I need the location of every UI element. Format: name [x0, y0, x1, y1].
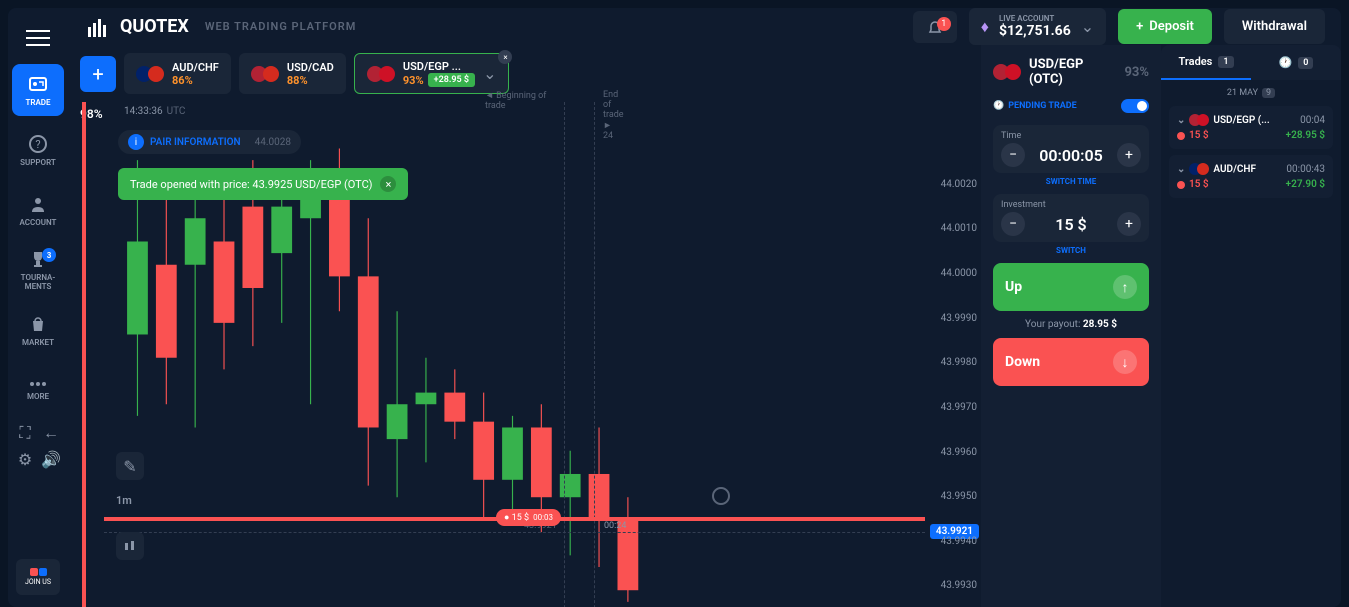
- down-label: Down: [1005, 354, 1040, 370]
- pair-info-label: PAIR INFORMATION: [150, 137, 241, 148]
- timeframe-label[interactable]: 1m: [116, 494, 132, 507]
- trade-item-0[interactable]: ⌄USD/EGP (...00:0415 $+28.95 $: [1169, 106, 1333, 149]
- nav-tournaments[interactable]: 3 TOURNA- MENTS: [12, 244, 64, 296]
- price-tick: 43.9930: [929, 580, 977, 591]
- toast-text: Trade opened with price: 43.9925 USD/EGP…: [130, 178, 372, 191]
- join-us-label: JOIN US: [25, 578, 51, 586]
- time-marker: 00:24: [604, 521, 626, 531]
- time-value[interactable]: 00:00:05: [1039, 146, 1103, 165]
- nav-account-label: ACCOUNT: [20, 218, 57, 227]
- pair-tab-2[interactable]: USD/EGP ...93%+28.95 $⌄×: [354, 53, 510, 94]
- brand-name: QUOTEX: [120, 16, 189, 37]
- tab-close[interactable]: ×: [498, 50, 512, 64]
- panel-pair-name: USD/EGP (OTC): [1029, 57, 1116, 87]
- nav-support[interactable]: ? SUPPORT: [12, 124, 64, 176]
- notif-badge: 1: [937, 17, 951, 31]
- pair-flags: [993, 64, 1021, 80]
- price-tick: 43.9940: [929, 536, 977, 547]
- trades-tab[interactable]: Trades 1: [1161, 45, 1251, 80]
- ohlc-value: 44.0028: [255, 137, 291, 148]
- pair-tab-0[interactable]: AUD/CHF86%: [124, 53, 231, 94]
- trade-item-1[interactable]: ⌄AUD/CHF00:00:4315 $+27.90 $: [1169, 155, 1333, 198]
- logo: QUOTEX: [84, 13, 189, 41]
- up-button[interactable]: Up ↑: [993, 263, 1149, 311]
- trades-tab-label: Trades: [1179, 55, 1213, 68]
- price-tick: 44.0000: [929, 268, 977, 279]
- account-balance: $12,751.66: [999, 23, 1071, 39]
- timestamp: 14:33:36 UTC: [124, 106, 185, 117]
- inv-plus[interactable]: +: [1117, 212, 1141, 236]
- switch-inv-link[interactable]: SWITCH: [993, 246, 1149, 255]
- price-tick: 43.9960: [929, 447, 977, 458]
- svg-text:?: ?: [35, 138, 40, 151]
- nav-account[interactable]: ACCOUNT: [12, 184, 64, 236]
- inv-minus[interactable]: −: [1001, 212, 1025, 236]
- up-label: Up: [1005, 279, 1022, 295]
- nav-market[interactable]: MARKET: [12, 304, 64, 356]
- pencil-tool[interactable]: ✎: [116, 452, 144, 480]
- nav-support-label: SUPPORT: [20, 158, 56, 167]
- menu-button[interactable]: [20, 20, 56, 56]
- price-tick: 43.9970: [929, 402, 977, 413]
- investment-value[interactable]: 15 $: [1055, 215, 1086, 234]
- chevron-down-icon: ⌄: [1081, 17, 1094, 36]
- up-arrow-icon: ↑: [1113, 275, 1137, 299]
- fullscreen-icon[interactable]: ⛶: [16, 424, 34, 442]
- time-minus[interactable]: −: [1001, 143, 1025, 167]
- nav-trade[interactable]: TRADE: [12, 64, 64, 116]
- price-tick: 44.0010: [929, 223, 977, 234]
- notifications-button[interactable]: 1: [913, 11, 957, 43]
- sound-icon[interactable]: 🔊: [42, 450, 60, 468]
- trade-marker: ● 15 $ 00:03: [496, 509, 561, 526]
- history-count: 0: [1298, 57, 1313, 69]
- switch-time-link[interactable]: SWITCH TIME: [993, 177, 1149, 186]
- left-indicator: [82, 102, 86, 607]
- pending-toggle[interactable]: [1121, 99, 1149, 113]
- nav-more[interactable]: MORE: [12, 364, 64, 416]
- nav-more-label: MORE: [27, 392, 49, 401]
- deposit-button[interactable]: + Deposit: [1118, 9, 1212, 44]
- time-plus[interactable]: +: [1117, 143, 1141, 167]
- down-button[interactable]: Down ↓: [993, 338, 1149, 386]
- investment-label: Investment: [1001, 200, 1141, 210]
- settings-icon[interactable]: ⚙: [16, 450, 34, 468]
- trade-toast: Trade opened with price: 43.9925 USD/EGP…: [118, 168, 408, 200]
- trades-date: 21 MAY 9: [1169, 88, 1333, 98]
- price-tick: 43.9990: [929, 313, 977, 324]
- pair-tab-1[interactable]: USD/CAD88%: [239, 53, 346, 94]
- price-tick: 43.9980: [929, 357, 977, 368]
- candle-tool[interactable]: [116, 532, 144, 560]
- plus-icon: +: [1136, 19, 1143, 34]
- withdraw-button[interactable]: Withdrawal: [1224, 9, 1325, 44]
- account-label: LIVE ACCOUNT: [999, 14, 1071, 23]
- pending-trade-label: 🕐 PENDING TRADE: [993, 101, 1077, 111]
- withdraw-label: Withdrawal: [1242, 19, 1307, 34]
- brand-subtitle: WEB TRADING PLATFORM: [205, 20, 357, 33]
- nav-tournaments-label: TOURNA- MENTS: [21, 273, 56, 291]
- diamond-icon: ♦: [981, 17, 989, 37]
- history-tab[interactable]: 🕐 0: [1251, 45, 1341, 80]
- add-tab-button[interactable]: +: [80, 56, 116, 92]
- clock-icon: 🕐: [1279, 56, 1293, 69]
- deposit-label: Deposit: [1149, 19, 1194, 34]
- account-selector[interactable]: ♦ LIVE ACCOUNT $12,751.66 ⌄: [969, 8, 1106, 45]
- back-icon[interactable]: ←: [42, 424, 60, 442]
- price-tick: 44.0020: [929, 179, 977, 190]
- join-us-button[interactable]: JOIN US: [16, 559, 60, 595]
- trades-count: 1: [1218, 56, 1233, 68]
- time-label: Time: [1001, 131, 1141, 141]
- panel-pair-pct: 93%: [1124, 65, 1149, 80]
- cursor-ring: [712, 487, 730, 505]
- payout-text: Your payout: 28.95 $: [993, 319, 1149, 330]
- pair-info-button[interactable]: i PAIR INFORMATION 44.0028: [118, 130, 301, 154]
- toast-close-button[interactable]: ×: [380, 176, 396, 192]
- nav-trade-label: TRADE: [25, 98, 50, 107]
- down-arrow-icon: ↓: [1113, 350, 1137, 374]
- clock-icon: 🕐: [993, 101, 1004, 111]
- nav-market-label: MARKET: [22, 338, 54, 347]
- info-icon: i: [128, 134, 144, 150]
- tournaments-badge: 3: [42, 248, 56, 262]
- price-tick: 43.9950: [929, 491, 977, 502]
